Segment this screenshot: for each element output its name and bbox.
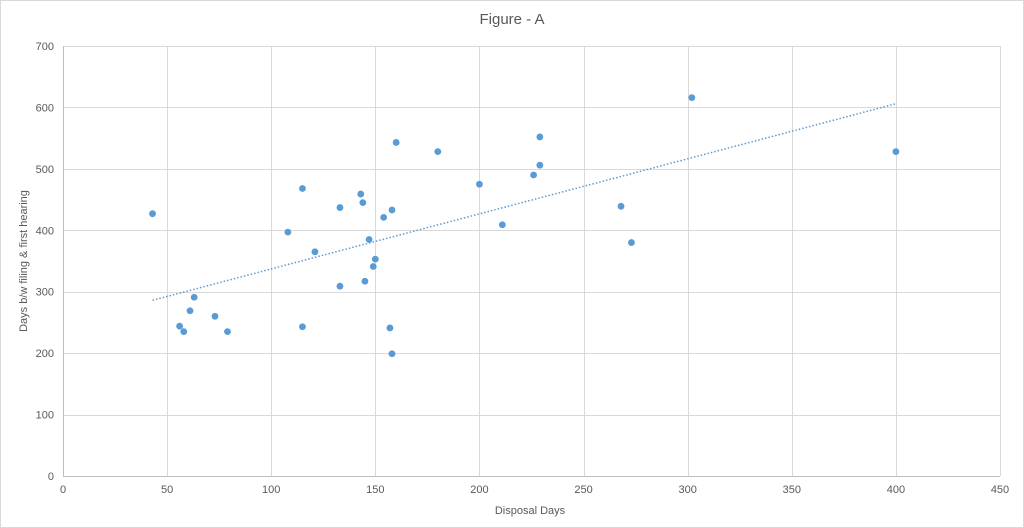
data-point[interactable] — [357, 190, 365, 198]
trendline-group — [152, 103, 897, 302]
y-tick-label: 500 — [36, 164, 54, 176]
x-tick-label: 100 — [262, 484, 280, 496]
gridlines — [63, 46, 1001, 476]
data-point[interactable] — [186, 307, 194, 315]
data-point[interactable] — [380, 213, 388, 221]
data-point[interactable] — [392, 139, 400, 146]
tick-labels: 0 50 100 150 200 250 300 350 400 450 0 100 200 300 400… — [36, 41, 1010, 496]
x-tick-label: 250 — [574, 484, 592, 496]
data-point[interactable] — [365, 236, 373, 243]
x-tick-label: 300 — [678, 484, 696, 496]
data-points — [149, 94, 900, 358]
x-tick-label: 150 — [366, 484, 384, 496]
y-tick-label: 400 — [36, 225, 54, 237]
y-tick-label: 100 — [36, 410, 54, 422]
x-tick-label: 350 — [783, 484, 801, 496]
data-point[interactable] — [224, 328, 231, 336]
data-point[interactable] — [336, 282, 344, 290]
x-tick-label: 200 — [470, 484, 488, 496]
chart-title: Figure - A — [479, 11, 544, 28]
x-tick-label: 0 — [60, 484, 66, 496]
y-tick-label: 700 — [36, 41, 54, 53]
data-point[interactable] — [284, 228, 292, 236]
y-tick-label: 200 — [36, 348, 54, 360]
data-point[interactable] — [299, 323, 306, 331]
y-axis-title: Days b/w filing & first hearing — [18, 190, 30, 332]
data-point[interactable] — [498, 221, 506, 229]
data-point[interactable] — [369, 263, 377, 270]
data-point[interactable] — [211, 312, 219, 320]
data-point[interactable] — [536, 133, 544, 141]
data-point[interactable] — [388, 206, 396, 214]
data-point[interactable] — [371, 255, 379, 263]
data-point[interactable] — [299, 185, 306, 192]
data-point[interactable] — [311, 248, 319, 256]
data-point[interactable] — [434, 148, 442, 156]
axes — [63, 46, 1000, 477]
x-tick-label: 400 — [887, 484, 905, 496]
data-point[interactable] — [530, 171, 537, 179]
data-point[interactable] — [688, 94, 696, 101]
data-point[interactable] — [361, 277, 369, 285]
data-point[interactable] — [628, 239, 635, 246]
data-point[interactable] — [180, 328, 188, 336]
data-point[interactable] — [359, 199, 367, 207]
y-tick-label: 600 — [36, 102, 54, 114]
x-tick-label: 450 — [991, 484, 1009, 496]
data-point[interactable] — [476, 180, 483, 188]
data-point[interactable] — [190, 293, 198, 301]
x-tick-label: 50 — [161, 484, 173, 496]
data-point[interactable] — [386, 324, 394, 332]
trendline — [152, 103, 897, 302]
data-point[interactable] — [536, 161, 544, 169]
data-point[interactable] — [617, 202, 625, 210]
y-tick-label: 300 — [36, 287, 54, 299]
x-axis-title: Disposal Days — [495, 505, 566, 517]
y-tick-label: 0 — [48, 471, 54, 483]
data-point[interactable] — [336, 204, 344, 211]
data-point[interactable] — [388, 350, 396, 358]
data-point[interactable] — [149, 210, 156, 218]
data-point[interactable] — [176, 322, 184, 330]
data-point[interactable] — [892, 148, 900, 156]
